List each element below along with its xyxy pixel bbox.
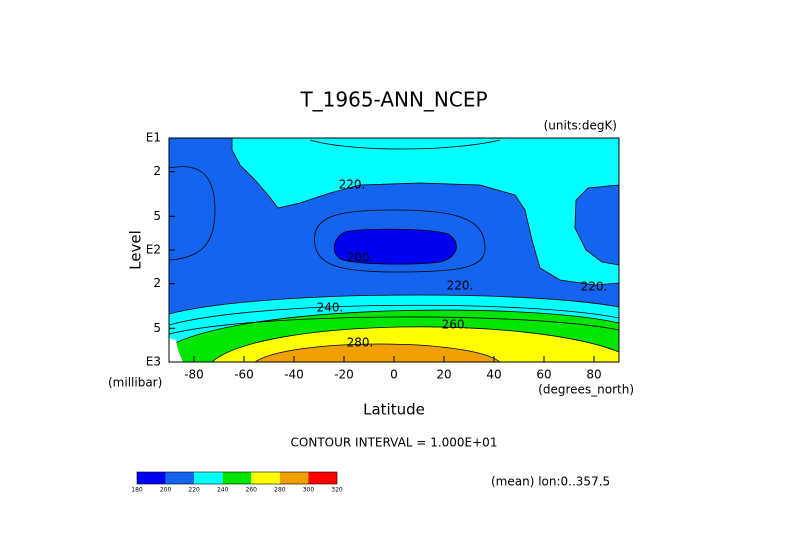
colorbar-box (222, 472, 252, 484)
contour-label: 280. (347, 336, 374, 350)
x-tick-label: -40 (284, 368, 304, 382)
footnote: (mean) lon:0..357.5 (491, 475, 610, 489)
contour-line (169, 166, 216, 261)
colorbar-label: 240 (217, 487, 229, 494)
contour-region (231, 138, 619, 286)
colorbar-label: 220 (188, 487, 200, 494)
colorbar-label: 280 (274, 487, 286, 494)
x-tick-label: -60 (234, 368, 254, 382)
colorbar-box (137, 472, 166, 484)
x-tick-label: 20 (436, 368, 451, 382)
colorbar-box (194, 472, 223, 484)
colorbar-label: 300 (303, 487, 315, 494)
units-label: (units:degK) (544, 119, 617, 133)
contour-region (254, 343, 501, 362)
contour-line (309, 139, 501, 150)
colorbar-box (251, 472, 280, 484)
contour-interval: CONTOUR INTERVAL = 1.000E+01 (291, 436, 498, 450)
colorbar-box (308, 472, 337, 484)
x-tick-label: 40 (486, 368, 501, 382)
y-tick-label: E1 (146, 131, 161, 145)
y-axis-label: Level (127, 230, 145, 270)
contour-label: 200. (347, 251, 374, 265)
y-tick-label: 5 (153, 321, 161, 335)
y-tick-label: 5 (153, 209, 161, 223)
colorbar-label: 200 (160, 487, 172, 494)
x-tick-label: -20 (334, 368, 354, 382)
contour-line (169, 304, 619, 326)
contour-label: 220. (581, 280, 608, 294)
colorbar-label: 320 (331, 487, 343, 494)
colorbar-label: 260 (246, 487, 258, 494)
colorbar-frame (136, 471, 338, 485)
contour-line (169, 316, 619, 335)
contour-label: 240. (317, 301, 344, 315)
y-tick-label: 2 (153, 276, 161, 290)
y-units: (millibar) (108, 376, 162, 390)
contour-line (314, 209, 486, 273)
x-tick-label: 60 (536, 368, 551, 382)
x-units: (degrees_north) (538, 383, 634, 397)
contour-label: 220. (339, 178, 366, 192)
x-tick-label: 80 (586, 368, 601, 382)
contour-region (333, 228, 457, 265)
contour-label: 260. (442, 318, 469, 332)
x-tick-label: -80 (184, 368, 204, 382)
colorbar-box (165, 472, 195, 484)
y-tick-label: 2 (153, 164, 161, 178)
y-tick-label: E3 (146, 355, 161, 369)
colorbar-label: 180 (131, 487, 143, 494)
x-tick-label: 0 (390, 368, 398, 382)
contour-region (574, 184, 619, 266)
colorbar-box (279, 472, 309, 484)
chart-title: T_1965-ANN_NCEP (299, 88, 487, 112)
missing-area (169, 338, 183, 362)
x-axis-label: Latitude (363, 401, 425, 419)
contour-fill (169, 138, 619, 362)
contour-label: 220. (447, 279, 474, 293)
y-tick-label: E2 (146, 243, 161, 257)
